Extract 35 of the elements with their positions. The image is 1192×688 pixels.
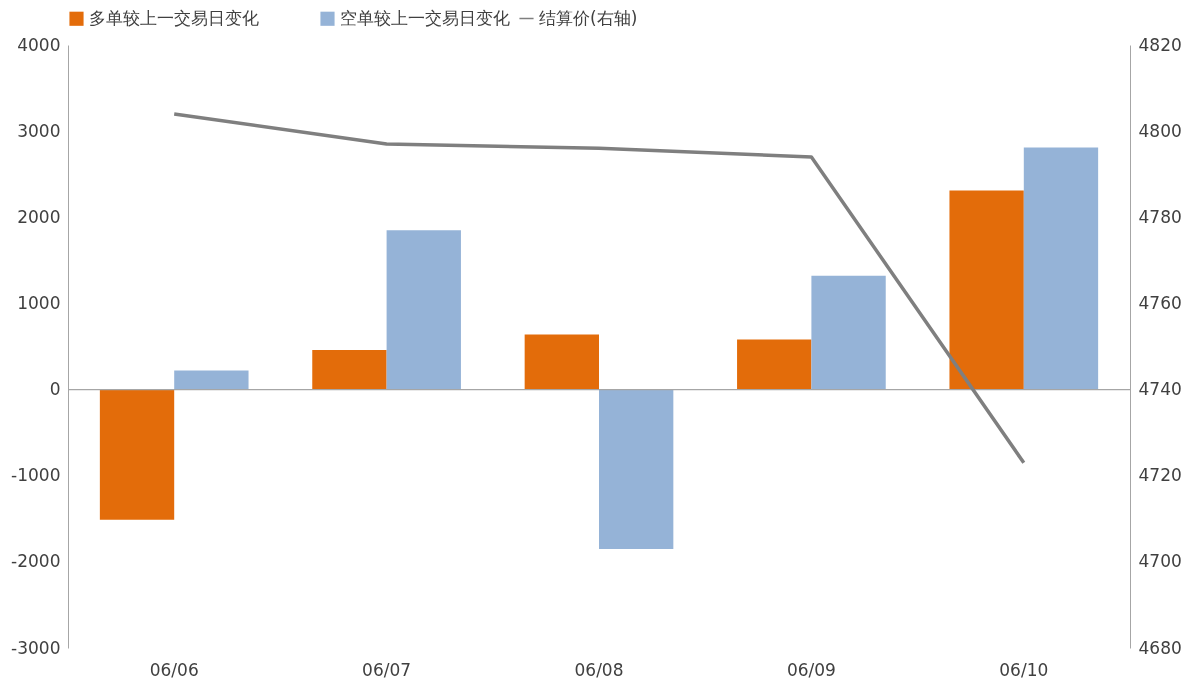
bar: [386, 230, 461, 390]
y-tick-label: -3000: [11, 637, 61, 658]
bar: [99, 389, 175, 520]
bar: [949, 190, 1024, 390]
y2-tick-label: 4680: [1138, 637, 1182, 658]
bar: [737, 339, 812, 390]
x-tick-label: 06/06: [149, 659, 199, 680]
y2-tick-label: 4720: [1138, 465, 1182, 486]
x-tick-label: 06/07: [362, 659, 412, 680]
bar: [174, 370, 249, 390]
legend-label: 空单较上一交易日变化: [340, 7, 510, 28]
y2-tick-label: 4800: [1138, 120, 1182, 141]
y-tick-label: 0: [49, 379, 61, 400]
x-tick-label: 06/09: [786, 659, 836, 680]
y2-tick-label: 4740: [1138, 379, 1182, 400]
bar: [599, 389, 674, 549]
line-series: [172, 112, 1026, 465]
y2-tick-label: 4820: [1138, 34, 1182, 55]
y2-tick-label: 4760: [1138, 292, 1182, 313]
x-tick-label: 06/08: [574, 659, 624, 680]
bar: [1023, 147, 1099, 390]
y-tick-label: 1000: [17, 292, 61, 313]
bar: [811, 275, 886, 390]
legend-label: 多单较上一交易日变化: [89, 7, 259, 28]
y2-tick-label: 4700: [1138, 551, 1182, 572]
y-tick-label: 2000: [17, 206, 61, 227]
legend-label: 结算价(右轴): [539, 7, 638, 28]
y-tick-label: -1000: [11, 465, 61, 486]
y2-tick-label: 4780: [1138, 206, 1182, 227]
y-tick-label: 3000: [17, 120, 61, 141]
y-tick-label: 4000: [17, 34, 61, 55]
bar: [524, 334, 599, 390]
y-tick-label: -2000: [11, 551, 61, 572]
x-tick-label: 06/10: [999, 659, 1049, 680]
bar: [312, 349, 387, 390]
